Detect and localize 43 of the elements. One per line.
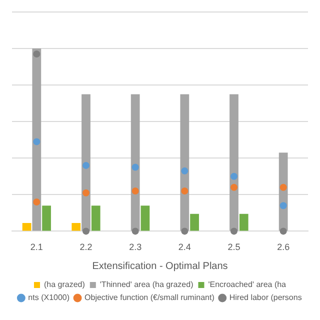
x-tick-label: 2.1 bbox=[30, 242, 43, 252]
legend-label: Objective function (€/small ruminant) bbox=[84, 293, 215, 302]
point bbox=[82, 189, 90, 196]
point bbox=[82, 228, 90, 235]
x-axis-title: Extensification - Optimal Plans bbox=[92, 260, 228, 272]
point bbox=[230, 228, 238, 235]
point bbox=[132, 228, 139, 235]
point bbox=[280, 202, 287, 210]
legend-label: 'Thinned' area (ha grazed) bbox=[100, 280, 194, 290]
x-tick-label: 2.2 bbox=[80, 242, 92, 252]
x-tick-label: 2.4 bbox=[178, 242, 191, 252]
bar bbox=[72, 222, 81, 231]
point bbox=[181, 188, 188, 195]
point bbox=[132, 188, 139, 195]
point bbox=[33, 198, 40, 206]
point bbox=[82, 162, 90, 169]
point bbox=[33, 138, 40, 146]
bar bbox=[82, 94, 90, 231]
bar bbox=[230, 94, 238, 231]
bar bbox=[140, 206, 150, 231]
point bbox=[280, 184, 287, 191]
bar bbox=[239, 214, 248, 231]
bar bbox=[91, 206, 100, 231]
x-tick-label: 2.3 bbox=[129, 242, 142, 252]
legend-label: 'Encroached' area (ha bbox=[208, 280, 287, 290]
bar bbox=[180, 94, 190, 231]
legend-label: (ha grazed) bbox=[44, 280, 86, 290]
bar bbox=[22, 222, 32, 231]
bar bbox=[130, 94, 140, 231]
bar bbox=[190, 214, 199, 231]
bar bbox=[42, 206, 51, 231]
point bbox=[230, 184, 238, 191]
point bbox=[181, 167, 188, 174]
point bbox=[33, 50, 40, 58]
point bbox=[181, 228, 188, 235]
x-tick-label: 2.5 bbox=[228, 242, 240, 252]
point bbox=[230, 172, 238, 180]
bar bbox=[32, 48, 42, 231]
point bbox=[132, 164, 139, 171]
legend-label: nts (X1000) bbox=[28, 293, 70, 302]
x-tick-label: 2.6 bbox=[277, 242, 290, 252]
point bbox=[280, 228, 287, 235]
legend-label: Hired labor (persons bbox=[229, 293, 302, 302]
